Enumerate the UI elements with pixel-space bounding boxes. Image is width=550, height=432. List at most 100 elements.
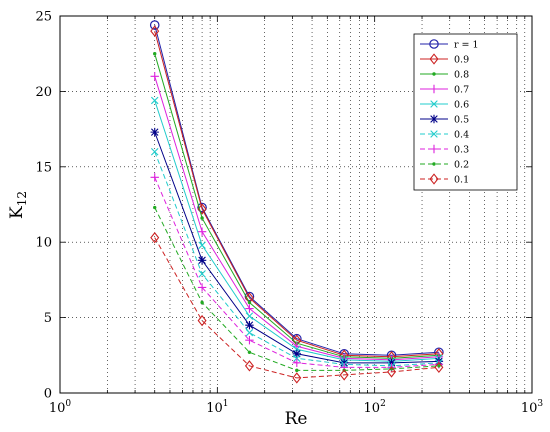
data-point [150,173,159,182]
legend: r = 1 0.9 0.8 0.7 0.6 0.5 0.4 0.3 0.2 0.1 [413,33,518,191]
legend-swatch-marker [430,130,438,138]
data-point [150,72,159,81]
x-tick-label-base: 10 [49,401,66,416]
data-point [247,300,252,305]
series-9 [150,231,444,384]
x-tick-label-exponent: 0 [65,399,71,409]
data-point [150,147,159,156]
data-point [198,241,206,249]
legend-label: r = 1 [454,40,479,51]
y-tick-label: 20 [35,85,52,100]
data-point [245,328,254,337]
data-point [149,20,160,30]
data-point [197,227,207,236]
y-tick-label: 5 [44,311,52,326]
data-point [295,368,299,373]
series-layer [149,20,444,384]
y-tick-label: 25 [35,10,52,25]
data-point [150,231,160,244]
legend-entry: 0.7 [420,85,469,96]
legend-label: 0.3 [454,145,469,156]
legend-label: 0.6 [454,100,469,111]
data-point [245,336,254,345]
x-tick-label: 102 [364,399,386,416]
data-point [150,127,159,137]
data-point [387,366,397,378]
data-point [292,349,302,358]
series-line [154,237,439,379]
data-point [434,361,444,374]
data-point [244,360,254,372]
data-point [150,96,159,105]
y-tick-label: 15 [35,160,52,175]
x-axis-label: Re [285,409,308,429]
x-tick-label: 100 [49,399,72,416]
data-point [197,256,207,265]
data-point [245,320,254,330]
data-point [293,354,301,363]
legend-swatch-marker [429,39,439,49]
legend-swatch-marker [429,114,439,124]
x-tick-label: 103 [521,399,544,416]
legend-swatch-marker [430,100,438,108]
y-axis-label-subscript: 12 [15,191,29,206]
legend-entry: 0.1 [420,173,469,186]
legend-label: 0.4 [454,130,469,141]
legend-entry: 0.6 [420,100,469,111]
x-tick-label-base: 10 [521,401,538,416]
data-point [247,350,252,354]
legend-label: 0.5 [454,115,469,126]
data-point [150,25,160,37]
legend-swatch-marker [432,72,436,76]
y-axis-label-main: K [7,206,27,219]
x-tick-label: 101 [206,399,228,416]
data-point [197,283,207,292]
legend-entry: 0.4 [420,130,469,141]
data-point [339,369,349,381]
legend-label: 0.9 [454,55,469,66]
data-point [244,291,255,302]
legend-entry: r = 1 [420,39,479,51]
data-point [245,312,254,320]
data-point [197,203,207,215]
legend-swatch-marker [429,173,439,185]
y-tick-labels: 0 5 10 15 20 25 [35,10,52,402]
legend-swatch-marker [429,53,439,65]
legend-label: 0.1 [454,175,469,186]
x-tick-label-exponent: 1 [223,399,229,409]
data-point [200,300,204,305]
data-point [197,314,207,327]
x-tick-label-base: 10 [206,401,223,416]
y-tick-label: 10 [35,236,52,251]
x-tick-labels: 100 101 102 103 [49,399,544,416]
data-point [197,202,207,213]
y-axis-label: K12 [7,191,29,219]
data-point [153,205,157,210]
x-tick-label-base: 10 [364,401,381,416]
legend-label: 0.2 [454,160,469,171]
legend-swatch-marker [429,84,439,94]
legend-entry: 0.5 [420,115,469,126]
data-point [437,364,441,368]
data-point [200,216,204,220]
data-point [292,358,302,368]
legend-entry: 0.8 [420,70,469,81]
plot-frame [59,15,533,394]
legend-swatch-marker [429,144,439,154]
legend-label: 0.8 [454,70,469,81]
data-point [387,358,396,368]
legend-label: 0.7 [454,85,469,96]
data-point [198,270,206,278]
legend-entry: 0.9 [420,53,469,66]
x-tick-label-exponent: 2 [380,399,386,409]
legend-swatch-marker [432,162,436,166]
legend-entry: 0.3 [420,145,469,156]
axis-ticks [59,15,533,394]
x-tick-label-exponent: 3 [537,399,543,409]
data-point [292,372,302,384]
legend-entry: 0.2 [420,160,469,171]
data-point [339,358,349,368]
data-point [245,304,254,313]
data-point [153,52,157,56]
